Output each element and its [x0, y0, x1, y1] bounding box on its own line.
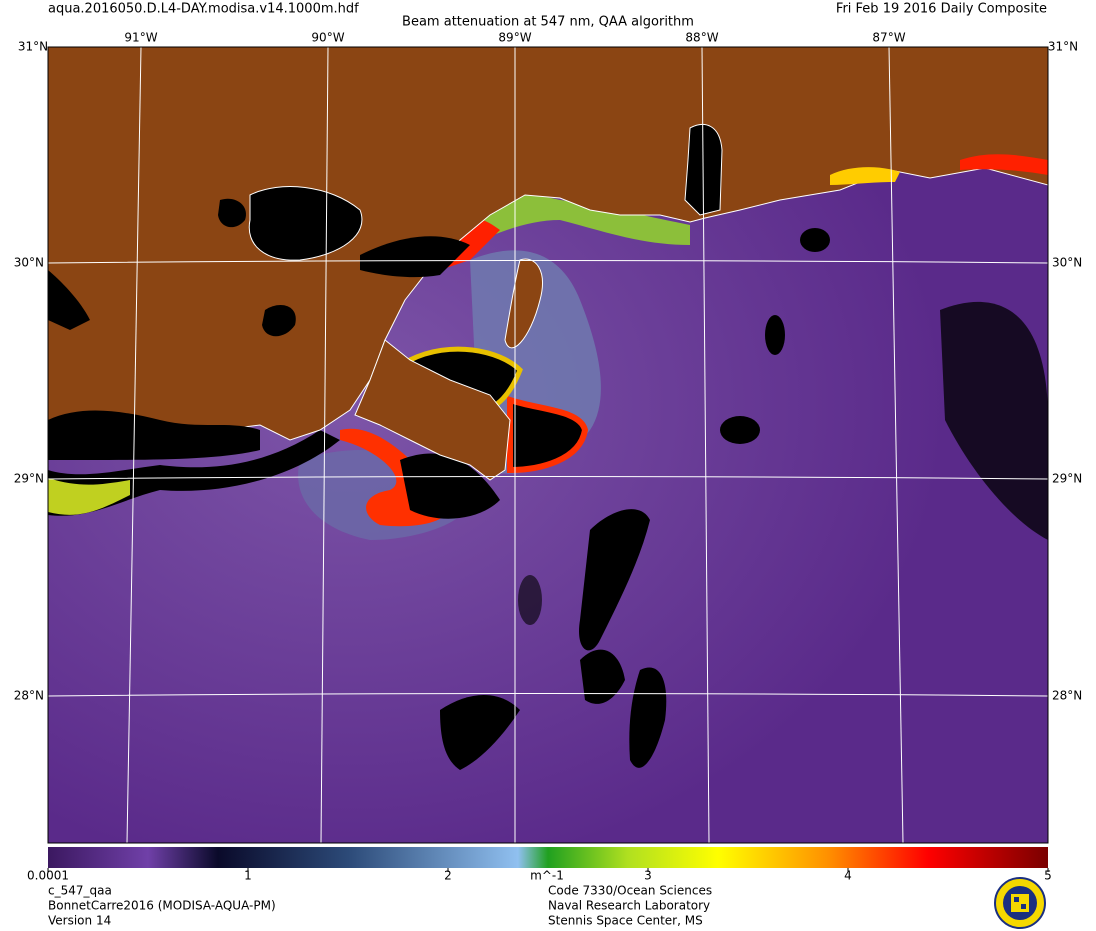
lake: [262, 305, 296, 337]
land: [354, 339, 511, 481]
latitude-label: 29°N: [14, 472, 44, 486]
colorbar-tick-label: 3: [644, 869, 652, 883]
no-data-patch: [800, 228, 830, 252]
colorbar-tick-label: 2: [444, 869, 452, 883]
marsh: [48, 410, 260, 460]
no-data-patch: [629, 667, 667, 768]
land: [504, 258, 543, 349]
turbid-band: [507, 395, 589, 474]
no-data-patch: [580, 649, 625, 704]
latitude-label: 31°N: [18, 40, 48, 54]
filename: aqua.2016050.D.L4-DAY.modisa.v14.1000m.h…: [48, 2, 359, 17]
longitude-line: [126, 47, 142, 843]
footer-right-line: Code 7330/Ocean Sciences: [548, 884, 712, 898]
map-frame: [47, 46, 1049, 844]
colorbar-tick-label: 1: [244, 869, 252, 883]
date: Fri Feb 19 2016 Daily Composite: [836, 2, 1047, 17]
longitude-line: [888, 47, 904, 843]
footer-left-line: c_547_qaa: [48, 884, 112, 898]
no-data-patch: [518, 575, 542, 625]
latitude-label: 28°N: [14, 689, 44, 703]
no-data-patch: [720, 416, 760, 444]
colorbar-ticks: 0.0001 1 2 3 4 5 m^-1: [27, 868, 1052, 883]
no-data-patch: [579, 509, 650, 651]
latitude-line: [48, 693, 1048, 697]
latitude-label: 29°N: [1052, 472, 1082, 486]
longitude-label: 91°W: [124, 31, 157, 45]
colorbar-tick-label: 4: [844, 869, 852, 883]
marsh: [360, 236, 470, 278]
latitude-label: 31°N: [1048, 40, 1078, 54]
footer-left-line: Version 14: [48, 914, 111, 928]
nrl-logo: [994, 877, 1046, 929]
colorbar-unit: m^-1: [530, 869, 564, 883]
lake: [48, 270, 90, 330]
footer-right-line: Stennis Space Center, MS: [548, 914, 703, 928]
turbid-band: [960, 154, 1048, 175]
footer-right-line: Naval Research Laboratory: [548, 899, 710, 913]
turbid-band: [48, 478, 130, 515]
footer-left-line: BonnetCarre2016 (MODISA-AQUA-PM): [48, 899, 276, 913]
latitude-line: [48, 476, 1048, 480]
graticule: [48, 47, 1048, 843]
no-data-patch: [440, 695, 520, 770]
turbid-band: [400, 453, 500, 519]
longitude-label: 88°W: [685, 31, 718, 45]
latitude-line: [48, 260, 1048, 264]
colorbar: [48, 847, 1048, 868]
longitude-label: 90°W: [311, 31, 344, 45]
longitude-line: [701, 47, 710, 843]
colorbar-tick-label: 0.0001: [27, 869, 69, 883]
latitude-label: 28°N: [1052, 689, 1082, 703]
lake: [248, 186, 363, 261]
longitude-label: 89°W: [498, 31, 531, 45]
no-data-patch: [765, 315, 785, 355]
longitude-line: [320, 47, 329, 843]
latitude-label: 30°N: [1052, 256, 1082, 270]
map: [48, 47, 1048, 843]
colorbar-tick-label: 5: [1044, 869, 1052, 883]
turbid-band: [830, 167, 900, 185]
longitude-label: 87°W: [872, 31, 905, 45]
map-title: Beam attenuation at 547 nm, QAA algorith…: [402, 15, 694, 30]
lake: [218, 198, 246, 228]
latitude-label: 30°N: [14, 256, 44, 270]
no-data-patch: [940, 301, 1048, 540]
